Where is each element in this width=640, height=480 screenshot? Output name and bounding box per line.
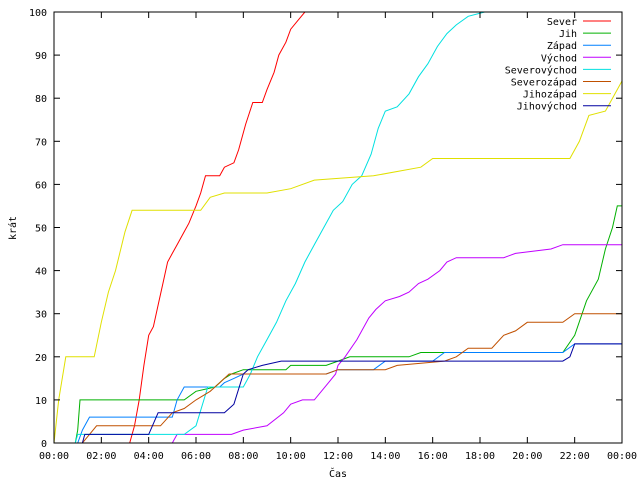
x-tick-label: 16:00: [418, 451, 448, 462]
x-tick-label: 00:00: [607, 451, 637, 462]
series-line-6: [54, 313, 622, 443]
y-tick-label: 20: [35, 353, 47, 364]
y-tick-label: 70: [35, 137, 47, 148]
x-tick-label: 04:00: [134, 451, 164, 462]
legend-label-7: Jihozápad: [523, 89, 577, 101]
legend: SeverJihZápadVýchodSeverovýchodSeverozáp…: [505, 17, 611, 113]
y-tick-label: 50: [35, 224, 47, 235]
x-tick-label: 18:00: [465, 451, 495, 462]
series-line-1: [54, 12, 306, 443]
series-line-2: [54, 205, 622, 443]
series-layer: [54, 12, 622, 443]
x-tick-label: 06:00: [181, 451, 211, 462]
x-tick-label: 20:00: [512, 451, 542, 462]
series-line-4: [54, 244, 622, 443]
x-tick-label: 02:00: [86, 451, 116, 462]
x-tick-label: 14:00: [370, 451, 400, 462]
x-tick-label: 22:00: [560, 451, 590, 462]
y-tick-label: 40: [35, 267, 47, 278]
x-tick-label: 08:00: [228, 451, 258, 462]
series-line-5: [54, 12, 485, 443]
y-tick-label: 10: [35, 396, 47, 407]
x-tick-label: 12:00: [323, 451, 353, 462]
legend-label-4: Východ: [541, 52, 577, 64]
y-tick-label: 80: [35, 94, 47, 105]
y-tick-label: 0: [41, 439, 47, 450]
legend-label-1: Sever: [547, 17, 577, 28]
y-tick-label: 60: [35, 180, 47, 191]
legend-label-3: Západ: [547, 40, 577, 52]
legend-label-6: Severozápad: [511, 77, 577, 89]
legend-label-5: Severovýchod: [505, 64, 577, 76]
x-tick-label: 10:00: [276, 451, 306, 462]
legend-label-2: Jih: [559, 29, 577, 40]
y-axis-label: krát: [7, 216, 19, 240]
legend-label-8: Jihovýchod: [517, 101, 577, 113]
x-axis-label: Čas: [329, 467, 347, 480]
y-tick-label: 90: [35, 51, 47, 62]
y-tick-label: 30: [35, 310, 47, 321]
y-tick-label: 100: [29, 8, 47, 19]
axis-ticks: 0 10 20 30 40 50 60 70 80 90 100 00:00 02:00 04:00 06:…: [29, 8, 637, 462]
x-tick-label: 00:00: [39, 451, 69, 462]
series-line-7: [54, 80, 622, 443]
series-line-8: [54, 343, 622, 443]
